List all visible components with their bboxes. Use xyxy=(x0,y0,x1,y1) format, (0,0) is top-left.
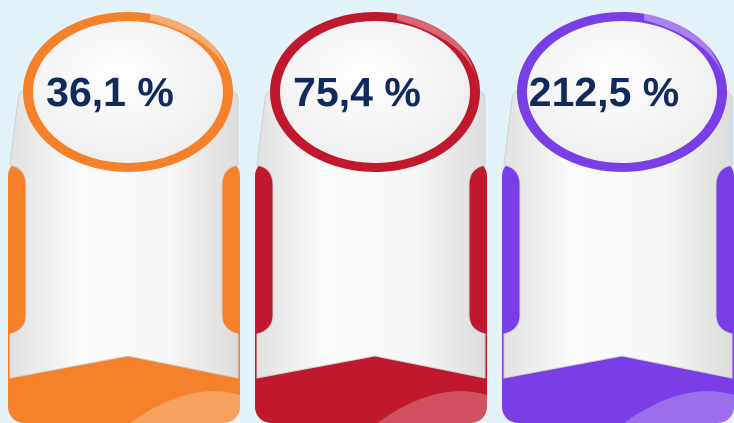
card-value: 36,1 % xyxy=(46,69,174,115)
page: 36,1 %75,4 %212,5 % (() => { const data … xyxy=(0,0,734,423)
card: 36,1 % xyxy=(8,12,240,423)
card: 212,5 % xyxy=(502,12,734,423)
card-value: 75,4 % xyxy=(293,69,421,115)
card-value: 212,5 % xyxy=(529,69,679,115)
card: 75,4 % xyxy=(255,12,487,423)
infographic: 36,1 % 75,4 % 212,5 % xyxy=(0,0,734,423)
